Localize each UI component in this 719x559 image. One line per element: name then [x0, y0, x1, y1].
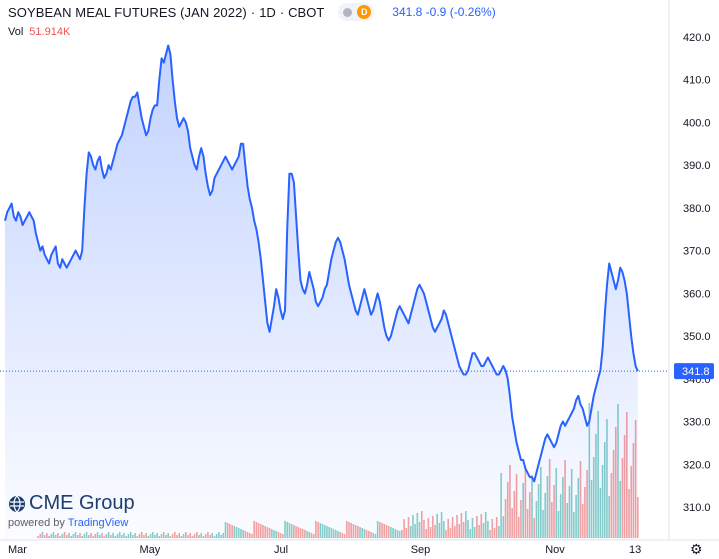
interval-label[interactable]: 1D: [259, 4, 276, 20]
gear-icon[interactable]: ⚙: [690, 541, 703, 557]
volume-label: Vol: [8, 26, 24, 38]
header-separator: ·: [250, 4, 256, 20]
price-tick-label: 330.0: [683, 417, 711, 429]
time-tick-label: Sep: [411, 544, 431, 556]
status-dot-icon: [343, 7, 353, 17]
last-price-tag-label: 341.8: [682, 366, 710, 378]
cme-logo: CME Group: [8, 492, 135, 515]
price-tick-label: 420.0: [683, 32, 711, 44]
volume-value: 51.914K: [29, 26, 71, 38]
price-axis[interactable]: 420.0 410.0 400.0 390.0 380.0 370.0 360.0 350.0…: [683, 32, 711, 514]
last-price: 341.8: [392, 5, 423, 19]
price-readout: 341.8 -0.9 (-0.26%): [392, 5, 495, 19]
price-change: -0.9: [425, 5, 447, 19]
volume-legend[interactable]: Vol 51.914K: [8, 26, 70, 38]
price-tick-label: 400.0: [683, 117, 711, 129]
symbol-title[interactable]: SOYBEAN MEAL FUTURES (JAN 2022): [8, 4, 247, 20]
last-price-tag: 341.8: [674, 363, 714, 380]
price-tick-label: 320.0: [683, 459, 711, 471]
cme-logo-text: CME Group: [29, 492, 135, 514]
price-change-percent: (-0.26%): [449, 5, 496, 19]
cme-globe-icon: [9, 495, 25, 512]
price-tick-label: 360.0: [683, 288, 711, 300]
delayed-badge: D: [357, 5, 372, 19]
price-tick-label: 390.0: [683, 160, 711, 172]
exchange-label: CBOT: [288, 4, 325, 20]
branding[interactable]: CME Group powered by TradingView: [8, 492, 135, 529]
status-indicator[interactable]: D: [338, 3, 375, 21]
time-tick-label: May: [140, 544, 161, 556]
time-tick-label: 13: [629, 544, 641, 556]
price-tick-label: 410.0: [683, 75, 711, 87]
tradingview-link[interactable]: TradingView: [67, 517, 129, 529]
volume-bar: [637, 497, 639, 538]
powered-by[interactable]: powered by TradingView: [8, 517, 135, 529]
header-separator: ·: [279, 4, 285, 20]
time-tick-label: Nov: [545, 544, 565, 556]
price-line: [4, 44, 639, 483]
price-tick-label: 350.0: [683, 331, 711, 343]
price-tick-label: 370.0: [683, 246, 711, 258]
chart-header: SOYBEAN MEAL FUTURES (JAN 2022) · 1D · C…: [8, 3, 496, 21]
time-axis[interactable]: Mar May Jul Sep Nov 13: [8, 544, 641, 556]
time-tick-label: Mar: [8, 544, 27, 556]
price-tick-label: 380.0: [683, 203, 711, 215]
price-area-fill: [5, 45, 638, 540]
price-tick-label: 310.0: [683, 502, 711, 514]
time-tick-label: Jul: [274, 544, 288, 556]
powered-by-label: powered by: [8, 517, 65, 529]
